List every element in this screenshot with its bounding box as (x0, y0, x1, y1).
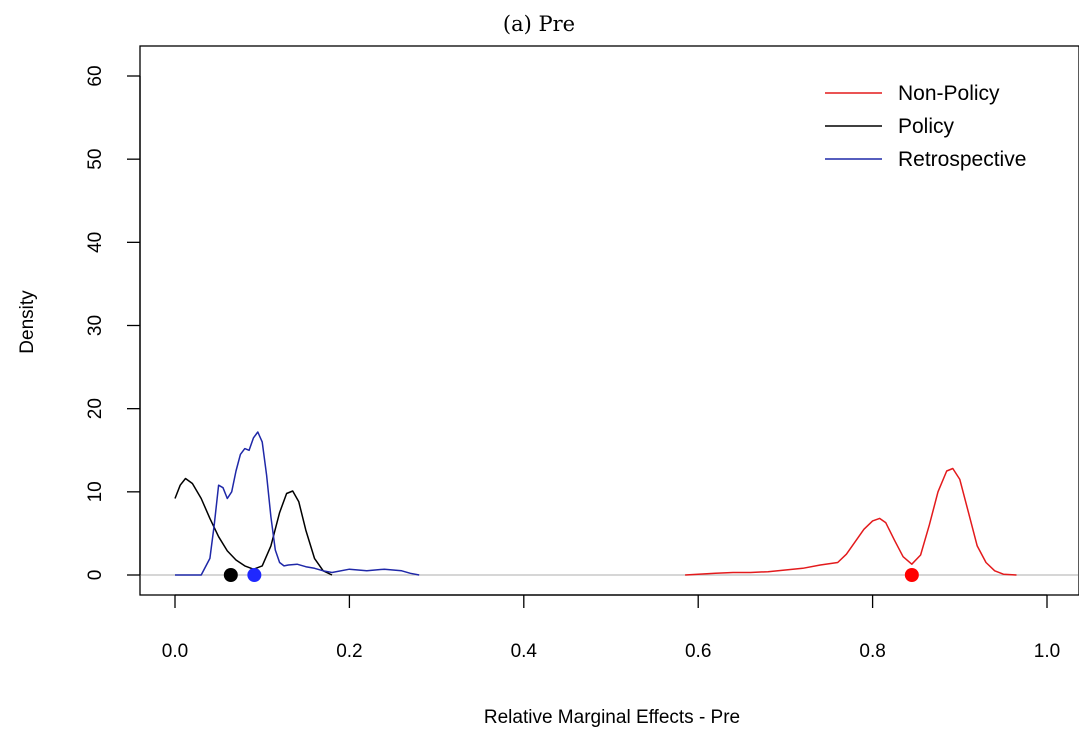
y-axis-label: Density (17, 290, 38, 354)
y-tick-label: 0 (85, 570, 106, 581)
legend-label-policy: Policy (898, 115, 955, 138)
point-policy (223, 568, 238, 582)
y-tick-label: 50 (85, 149, 106, 170)
x-tick-label: 0.2 (336, 641, 362, 662)
series-line-non-policy (685, 467, 1017, 576)
series-layer (174, 431, 1017, 576)
x-tick-label: 1.0 (1034, 641, 1060, 662)
y-axis: 0 10 20 30 40 50 60 (85, 65, 141, 581)
y-tick-label: 20 (85, 398, 106, 419)
y-tick-label: 10 (85, 481, 106, 502)
x-tick-label: 0.6 (685, 641, 711, 662)
y-tick-label: 30 (85, 315, 106, 336)
y-tick-label: 40 (85, 232, 106, 253)
legend: Non-Policy Policy Retrospective (825, 82, 1026, 171)
chart-title: (a) Pre (503, 12, 575, 36)
x-tick-label: 0.8 (859, 641, 885, 662)
point-non-policy (904, 568, 919, 582)
legend-label-non-policy: Non-Policy (898, 82, 1000, 105)
x-tick-label: 0.0 (162, 641, 188, 662)
legend-label-retrospective: Retrospective (898, 148, 1026, 171)
point-retrospective (247, 568, 262, 582)
x-axis: 0.0 0.2 0.4 0.6 0.8 1.0 (162, 594, 1060, 662)
x-tick-label: 0.4 (511, 641, 538, 662)
x-axis-label: Relative Marginal Effects - Pre (484, 707, 740, 728)
points-layer (223, 568, 919, 582)
series-line-retrospective (175, 431, 420, 576)
series-line-policy (174, 477, 333, 576)
y-tick-label: 60 (85, 65, 106, 86)
